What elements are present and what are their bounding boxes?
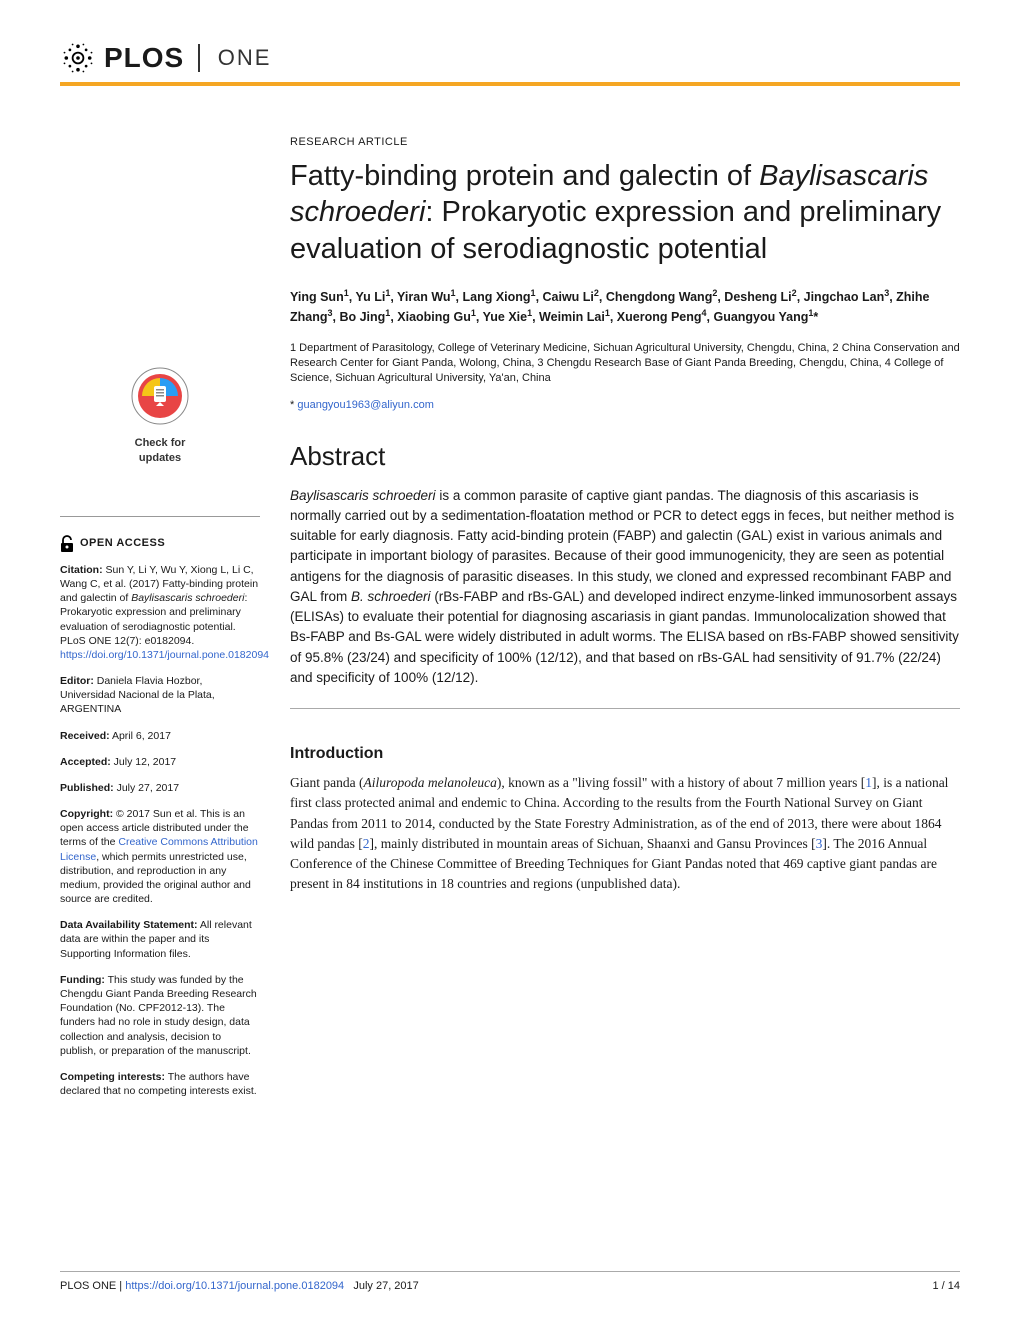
footer-left: PLOS ONE | https://doi.org/10.1371/journ… (60, 1280, 419, 1292)
data-availability-block: Data Availability Statement: All relevan… (60, 918, 260, 961)
abstract-text-1: is a common parasite of captive giant pa… (290, 488, 954, 604)
open-access-row: OPEN ACCESS (60, 535, 260, 553)
page-footer: PLOS ONE | https://doi.org/10.1371/journ… (60, 1271, 960, 1292)
correspondence: * guangyou1963@aliyun.com (290, 399, 960, 411)
data-label: Data Availability Statement: (60, 919, 198, 931)
intro-species: Ailuropoda melanoleuca (363, 775, 496, 790)
intro-heading: Introduction (290, 745, 960, 763)
check-updates-label-1: Check for (60, 436, 260, 451)
received-label: Received: (60, 730, 110, 742)
funding-block: Funding: This study was funded by the Ch… (60, 973, 260, 1058)
citation-label: Citation: (60, 564, 103, 576)
article-type: RESEARCH ARTICLE (290, 136, 960, 148)
editor-label: Editor: (60, 675, 94, 687)
sidebar: Check for updates OPEN ACCESS Citation: … (60, 136, 260, 1110)
copyright-block: Copyright: © 2017 Sun et al. This is an … (60, 807, 260, 906)
header-rule (60, 82, 960, 86)
affiliations: 1 Department of Parasitology, College of… (290, 341, 960, 387)
check-updates-label-2: updates (60, 451, 260, 466)
abstract-species-2: B. schroederi (351, 589, 431, 604)
section-rule (290, 708, 960, 709)
accepted-block: Accepted: July 12, 2017 (60, 755, 260, 769)
open-access-label: OPEN ACCESS (80, 536, 165, 551)
citation-doi-link[interactable]: https://doi.org/10.1371/journal.pone.018… (60, 649, 269, 661)
author-list: Ying Sun1, Yu Li1, Yiran Wu1, Lang Xiong… (290, 287, 960, 327)
received-text: April 6, 2017 (110, 730, 171, 742)
footer-date: July 27, 2017 (353, 1280, 418, 1292)
article-title: Fatty-binding protein and galectin of Ba… (290, 158, 960, 267)
footer-page-number: 1 / 14 (932, 1280, 960, 1292)
brand-main: PLOS (104, 42, 184, 74)
crossmark-icon (130, 366, 190, 426)
competing-label: Competing interests: (60, 1071, 165, 1083)
intro-text-b: ), known as a "living fossil" with a his… (497, 775, 865, 790)
main-content: RESEARCH ARTICLE Fatty-binding protein a… (290, 136, 960, 1110)
received-block: Received: April 6, 2017 (60, 729, 260, 743)
funding-text: This study was funded by the Chengdu Gia… (60, 974, 257, 1057)
accepted-text: July 12, 2017 (111, 756, 176, 768)
footer-journal: PLOS ONE | (60, 1280, 125, 1292)
published-label: Published: (60, 782, 114, 794)
competing-block: Competing interests: The authors have de… (60, 1070, 260, 1098)
citation-block: Citation: Sun Y, Li Y, Wu Y, Xiong L, Li… (60, 563, 260, 662)
abstract-body: Baylisascaris schroederi is a common par… (290, 486, 960, 689)
citation-species: Baylisascaris schroederi (131, 592, 244, 604)
corr-email-link[interactable]: guangyou1963@aliyun.com (297, 399, 434, 411)
title-part-1: Fatty-binding protein and galectin of (290, 160, 759, 192)
accepted-label: Accepted: (60, 756, 111, 768)
journal-logo: PLOS ONE (60, 40, 960, 76)
ref-link-1[interactable]: 1 (865, 775, 872, 790)
abstract-heading: Abstract (290, 441, 960, 472)
intro-text-a: Giant panda ( (290, 775, 363, 790)
brand-separator (198, 44, 200, 72)
plos-icon (60, 40, 96, 76)
published-text: July 27, 2017 (114, 782, 179, 794)
intro-paragraph: Giant panda (Ailuropoda melanoleuca), kn… (290, 773, 960, 895)
abstract-species-1: Baylisascaris schroederi (290, 488, 436, 503)
editor-block: Editor: Daniela Flavia Hozbor, Universid… (60, 674, 260, 717)
intro-text-d: ], mainly distributed in mountain areas … (369, 836, 815, 851)
open-access-icon (60, 535, 74, 553)
check-updates-badge[interactable]: Check for updates (60, 366, 260, 466)
copyright-label: Copyright: (60, 808, 113, 820)
footer-doi-link[interactable]: https://doi.org/10.1371/journal.pone.018… (125, 1280, 344, 1292)
funding-label: Funding: (60, 974, 105, 986)
sidebar-rule (60, 516, 260, 517)
brand-sub: ONE (218, 45, 272, 71)
published-block: Published: July 27, 2017 (60, 781, 260, 795)
